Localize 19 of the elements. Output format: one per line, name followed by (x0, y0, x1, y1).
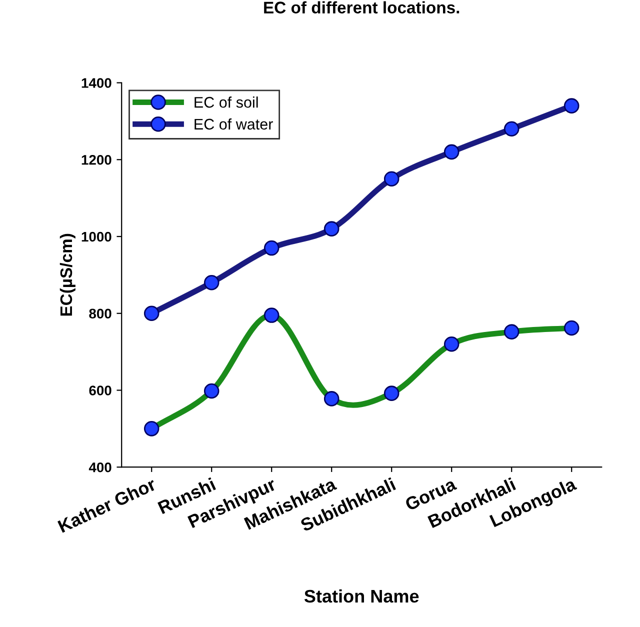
point (504, 121, 520, 137)
legend-label: EC of water (194, 118, 273, 130)
x-axis-title: Station Name (304, 589, 419, 603)
point (144, 306, 160, 322)
point (384, 171, 400, 186)
y-tick-label: 800 (89, 308, 112, 319)
point (444, 144, 460, 160)
point (264, 240, 280, 256)
chart-title: EC of different locations. (264, 1, 460, 14)
y-tick-label: 400 (88, 462, 112, 472)
y-tick-label: 600 (89, 386, 112, 396)
y-axis-title: EC(µS/cm) (60, 234, 76, 316)
point (324, 221, 340, 236)
y-tick-label: 1400 (82, 78, 112, 88)
y-tick-label: 1200 (82, 154, 112, 165)
legend-label: EC of soil (194, 96, 258, 108)
point (564, 98, 580, 114)
point (204, 274, 220, 290)
y-tick-label: 1000 (82, 232, 112, 242)
